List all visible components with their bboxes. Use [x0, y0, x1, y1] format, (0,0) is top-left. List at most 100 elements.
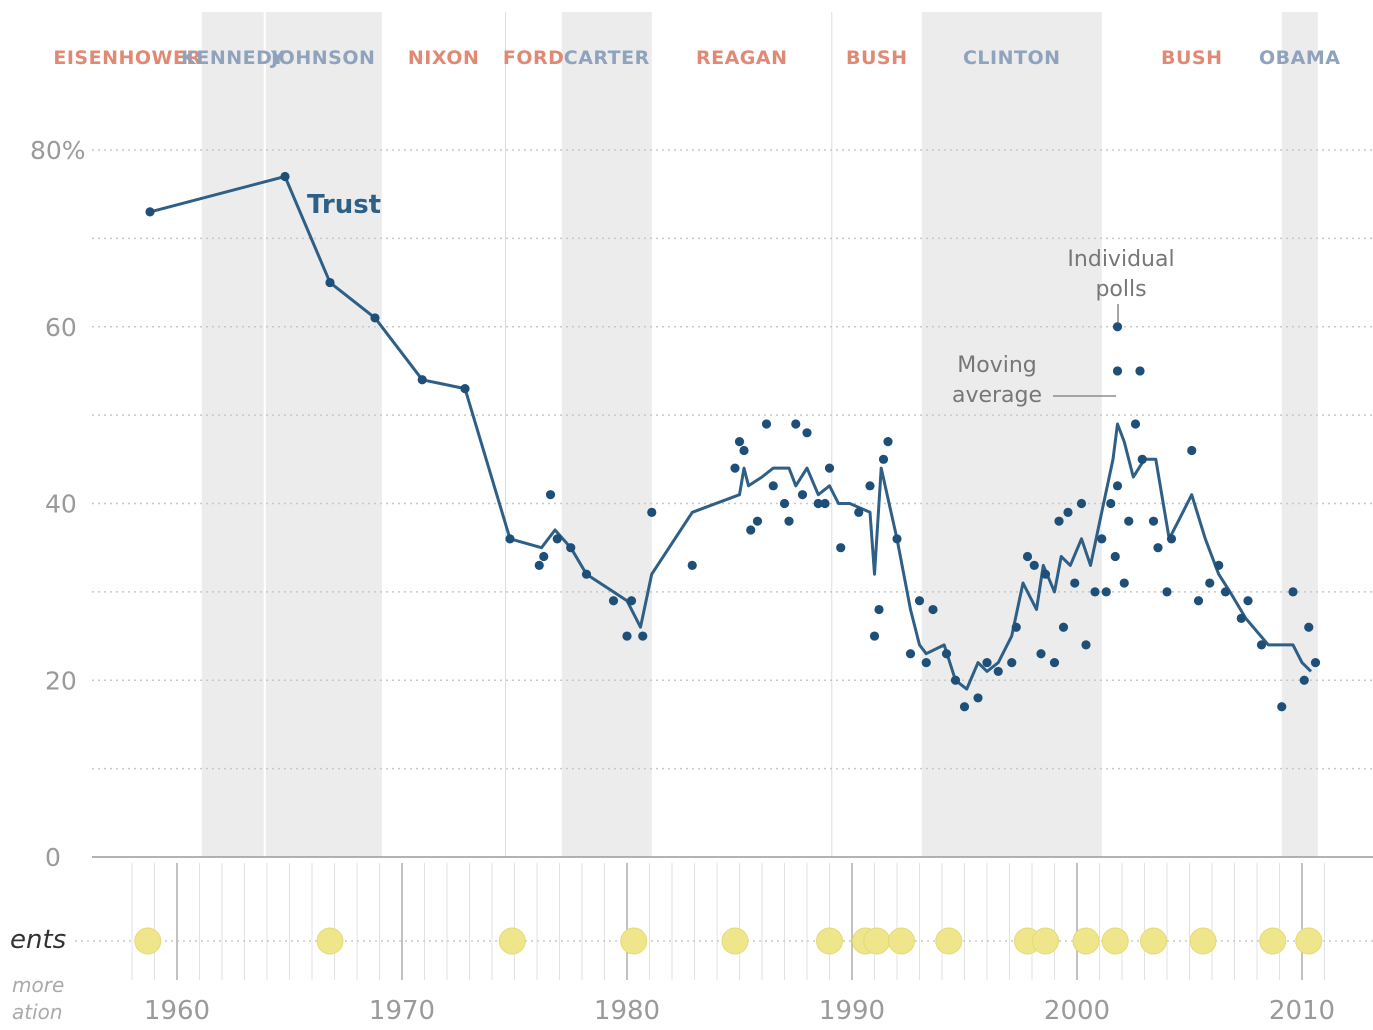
event-marker — [1295, 927, 1323, 955]
event-marker — [134, 927, 162, 955]
poll-point — [1119, 578, 1129, 588]
poll-point — [1081, 640, 1091, 650]
poll-point — [1214, 560, 1224, 570]
poll-point — [545, 490, 556, 500]
poll-point — [797, 490, 808, 500]
poll-point — [993, 666, 1003, 677]
poll-point — [779, 498, 790, 509]
poll-point — [813, 498, 823, 509]
event-marker — [1189, 927, 1217, 955]
y-tick-label-40: 40 — [45, 490, 77, 519]
event-marker — [935, 927, 963, 955]
poll-point — [784, 516, 794, 526]
poll-point — [1007, 657, 1017, 668]
poll-point — [941, 649, 952, 659]
poll-point — [1124, 516, 1134, 526]
poll-point — [534, 560, 544, 570]
poll-point — [854, 507, 864, 517]
poll-point — [417, 375, 427, 385]
poll-point — [1187, 445, 1197, 456]
poll-point — [1220, 587, 1231, 597]
presidency-band-carter — [561, 12, 652, 857]
poll-point — [626, 596, 637, 606]
poll-point — [1288, 587, 1298, 597]
poll-point — [768, 481, 778, 491]
poll-point — [1137, 454, 1147, 464]
presidency-label-eisenhower-0: EISENHOWER — [53, 47, 201, 69]
poll-point — [1236, 613, 1246, 623]
event-marker — [316, 927, 344, 955]
poll-point — [734, 437, 745, 447]
poll-point — [1011, 622, 1021, 632]
poll-point — [1110, 551, 1120, 562]
poll-point — [1310, 657, 1321, 668]
poll-point-highlight — [1135, 366, 1145, 376]
poll-point — [874, 604, 884, 615]
poll-point — [1243, 596, 1253, 606]
poll-point — [608, 596, 619, 606]
poll-point — [1058, 622, 1069, 632]
moving-average-label-line2: average — [952, 383, 1042, 408]
poll-point — [622, 631, 632, 641]
poll-point — [928, 604, 938, 615]
poll-point — [280, 171, 290, 182]
poll-point — [1036, 649, 1046, 659]
poll-point — [460, 384, 470, 394]
x-tick-label-1980: 1980 — [594, 996, 660, 1026]
moving-average-label-line1: Moving — [957, 353, 1036, 378]
poll-point — [638, 631, 648, 641]
poll-point — [552, 534, 562, 544]
poll-point — [869, 631, 880, 641]
x-tick-label-2010: 2010 — [1269, 996, 1335, 1026]
poll-point — [1029, 560, 1039, 570]
poll-point — [914, 596, 925, 606]
event-marker — [1032, 927, 1059, 955]
poll-point — [892, 534, 902, 544]
x-axis-ticks: 1960 1970 1980 1990 2000 2010 — [144, 996, 1335, 1026]
poll-point — [1101, 587, 1111, 597]
poll-point — [1076, 498, 1087, 509]
poll-point — [1054, 516, 1064, 526]
y-tick-label-80: 80% — [30, 136, 86, 165]
individual-poll-dots — [145, 171, 1321, 712]
annotations: Trust Individual polls Moving average en… — [10, 190, 1175, 1024]
poll-point — [505, 534, 515, 544]
poll-point-highlight — [1112, 366, 1123, 376]
poll-point — [1277, 702, 1287, 712]
poll-point — [950, 675, 961, 685]
presidency-label-clinton-8: CLINTON — [963, 47, 1061, 69]
poll-point — [1040, 569, 1051, 579]
poll-point — [836, 543, 846, 553]
poll-point — [325, 277, 335, 288]
presidency-label-johnson-2: JOHNSON — [269, 47, 375, 69]
poll-point — [566, 543, 576, 553]
poll-point — [1299, 675, 1309, 685]
poll-point — [802, 428, 812, 438]
poll-point — [647, 507, 657, 517]
poll-point — [921, 657, 931, 668]
poll-point — [145, 207, 155, 217]
event-marker — [1259, 927, 1287, 955]
presidency-band-clinton — [921, 12, 1102, 857]
events-sublabel-1: more — [12, 973, 64, 997]
presidency-label-carter-5: CARTER — [564, 47, 650, 69]
poll-point — [739, 445, 749, 456]
poll-point — [1049, 657, 1060, 668]
presidency-label-bush-9: BUSH — [1161, 47, 1223, 69]
moving-average-line — [149, 175, 1313, 691]
poll-point — [905, 649, 916, 659]
presidency-label-kennedy-1: KENNEDY — [181, 47, 285, 69]
poll-point — [1022, 551, 1033, 562]
poll-point — [824, 463, 835, 473]
event-marker — [620, 927, 648, 955]
poll-point — [820, 498, 830, 509]
poll-point — [973, 693, 983, 703]
presidency-band-obama — [1281, 12, 1318, 857]
y-tick-label-20: 20 — [45, 666, 77, 695]
event-marker — [498, 927, 526, 955]
poll-point — [730, 463, 740, 473]
individual-polls-label-line2: polls — [1095, 277, 1146, 302]
timeline-lower-area — [75, 863, 1373, 980]
